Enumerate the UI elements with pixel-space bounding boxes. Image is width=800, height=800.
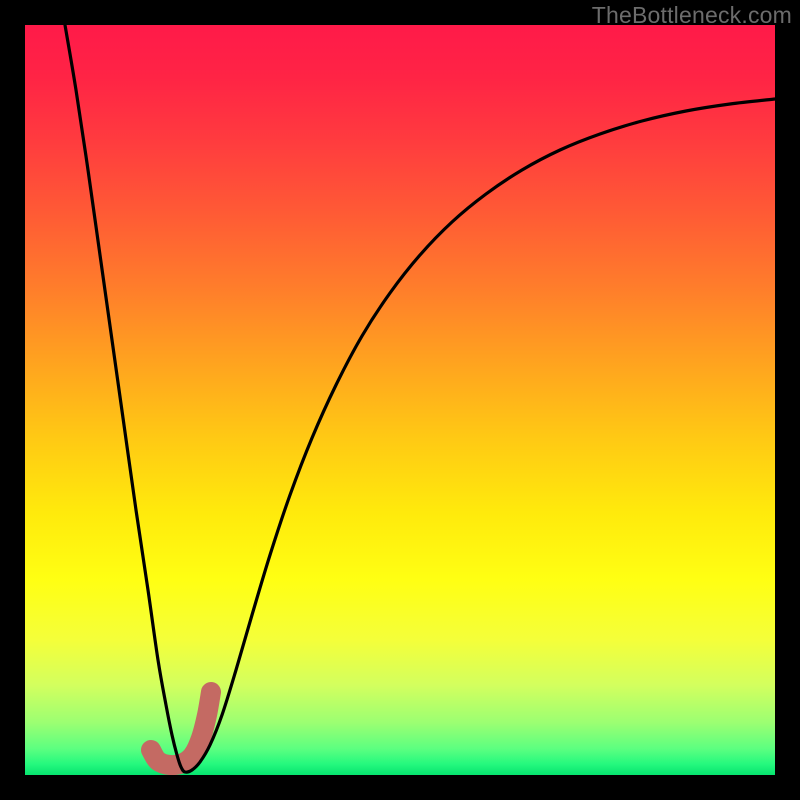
chart-canvas: TheBottleneck.com xyxy=(0,0,800,800)
watermark-label: TheBottleneck.com xyxy=(592,2,792,29)
plot-background xyxy=(25,25,775,775)
bottleneck-chart-svg xyxy=(0,0,800,800)
